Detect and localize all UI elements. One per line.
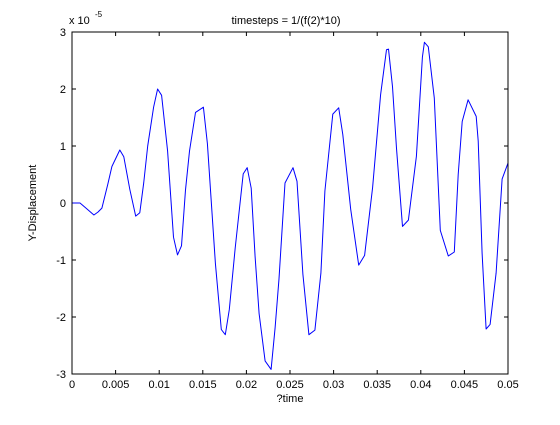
x-tick-label: 0.045 [451, 379, 479, 391]
x-tick-label: 0.03 [323, 379, 344, 391]
x-tick-label: 0.015 [189, 379, 217, 391]
exponent-base: x 10 [69, 15, 90, 27]
x-tick-label: 0.01 [148, 379, 169, 391]
y-tick-label: -1 [56, 255, 66, 267]
x-tick-label: 0.04 [410, 379, 431, 391]
x-tick-label: 0.005 [102, 379, 130, 391]
x-axis-label: ?time [277, 393, 304, 405]
plot-area [72, 32, 508, 374]
plot-frame [71, 31, 509, 375]
data-series-line [72, 41, 509, 370]
y-tick-label: -3 [56, 369, 66, 381]
chart-title: timesteps = 1/(f(2)*10) [231, 15, 340, 27]
axis-tick-labels: 0 0.005 0.01 0.015 0.02 0.025 0.03 0.035 0.04 0.0… [56, 27, 518, 391]
x-tick-label: 0.02 [236, 379, 257, 391]
y-tick-label: 1 [60, 141, 66, 153]
x-tick-label: 0.025 [276, 379, 304, 391]
x-tick-label: 0 [69, 379, 75, 391]
y-tick-label: -2 [56, 312, 66, 324]
y-tick-label: 0 [60, 198, 66, 210]
x-tick-label: 0.05 [497, 379, 518, 391]
y-tick-label: 3 [60, 27, 66, 39]
x-tick-label: 0.035 [363, 379, 391, 391]
y-axis-label: Y-Displacement [27, 165, 39, 242]
y-tick-label: 2 [60, 84, 66, 96]
exponent-power: -5 [95, 10, 103, 19]
